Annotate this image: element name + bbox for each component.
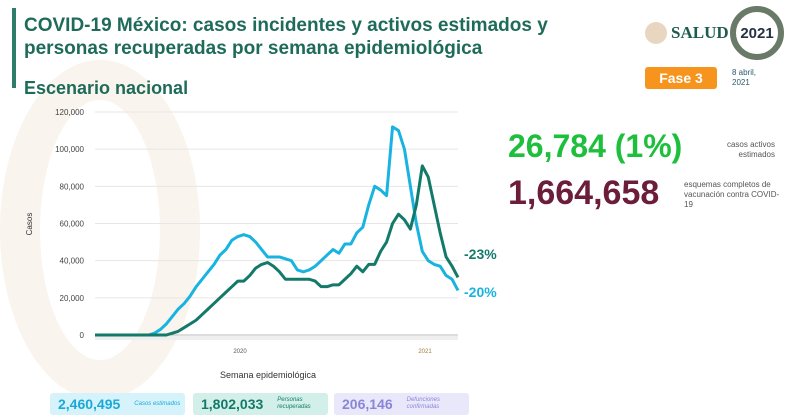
x-axis-ticks-band: [95, 336, 458, 340]
y-tick-label: 0: [80, 331, 85, 340]
logo-2021-text: 2021: [740, 24, 774, 42]
y-tick-label: 40,000: [60, 257, 85, 266]
x-year-label: 2021: [418, 349, 432, 355]
series-line-incident: [95, 125, 460, 337]
fase-badge: Fase 3: [645, 67, 717, 89]
page-title: COVID-19 México: casos incidentes y acti…: [24, 15, 548, 59]
mexico-2021-logo: 2021: [730, 6, 784, 60]
y-tick-label: 60,000: [60, 220, 85, 229]
x-axis-label: Semana epidemiológica: [220, 370, 316, 380]
salud-logo: SALUD: [645, 22, 729, 44]
vaccination-label: esquemas completos de vacunación contra …: [684, 180, 780, 209]
active-cases-label: casos activos estimados: [726, 140, 775, 159]
date-label: 8 abril, 2021: [732, 68, 757, 87]
summary-recovered: 1,802,033 Personas recuperadas: [193, 393, 328, 415]
chart: 0 20,000 40,000 60,000 80,000 100,000 120,000 2…: [25, 108, 497, 380]
seal-icon: [645, 22, 667, 44]
active-cases-value: 26,784 (1%): [508, 128, 683, 164]
title-accent-bar: [12, 8, 16, 88]
x-year-label: 2020: [233, 349, 247, 355]
summary-label: Casos estimados: [134, 400, 181, 407]
summary-deaths: 206,146 Defunciones confirmadas: [334, 393, 469, 415]
series-end-label: -23%: [464, 246, 497, 262]
vaccination-value: 1,664,658: [508, 174, 660, 212]
summary-cases: 2,460,495 Casos estimados: [50, 393, 185, 415]
page-subtitle: Escenario nacional: [24, 78, 189, 98]
summary-value: 1,802,033: [201, 396, 264, 412]
summary-value: 2,460,495: [58, 396, 121, 412]
summary-label: Defunciones confirmadas: [406, 397, 440, 410]
y-tick-label: 80,000: [60, 182, 85, 191]
y-tick-label: 100,000: [55, 145, 84, 154]
salud-logo-text: SALUD: [671, 23, 729, 42]
series-end-label: -20%: [464, 284, 497, 300]
summary-label: Personas recuperadas: [277, 397, 311, 410]
series-line-active: [95, 164, 460, 337]
y-axis-label: Casos: [25, 213, 34, 236]
y-tick-label: 120,000: [55, 108, 84, 117]
y-tick-label: 20,000: [60, 294, 85, 303]
summary-value: 206,146: [342, 396, 393, 412]
